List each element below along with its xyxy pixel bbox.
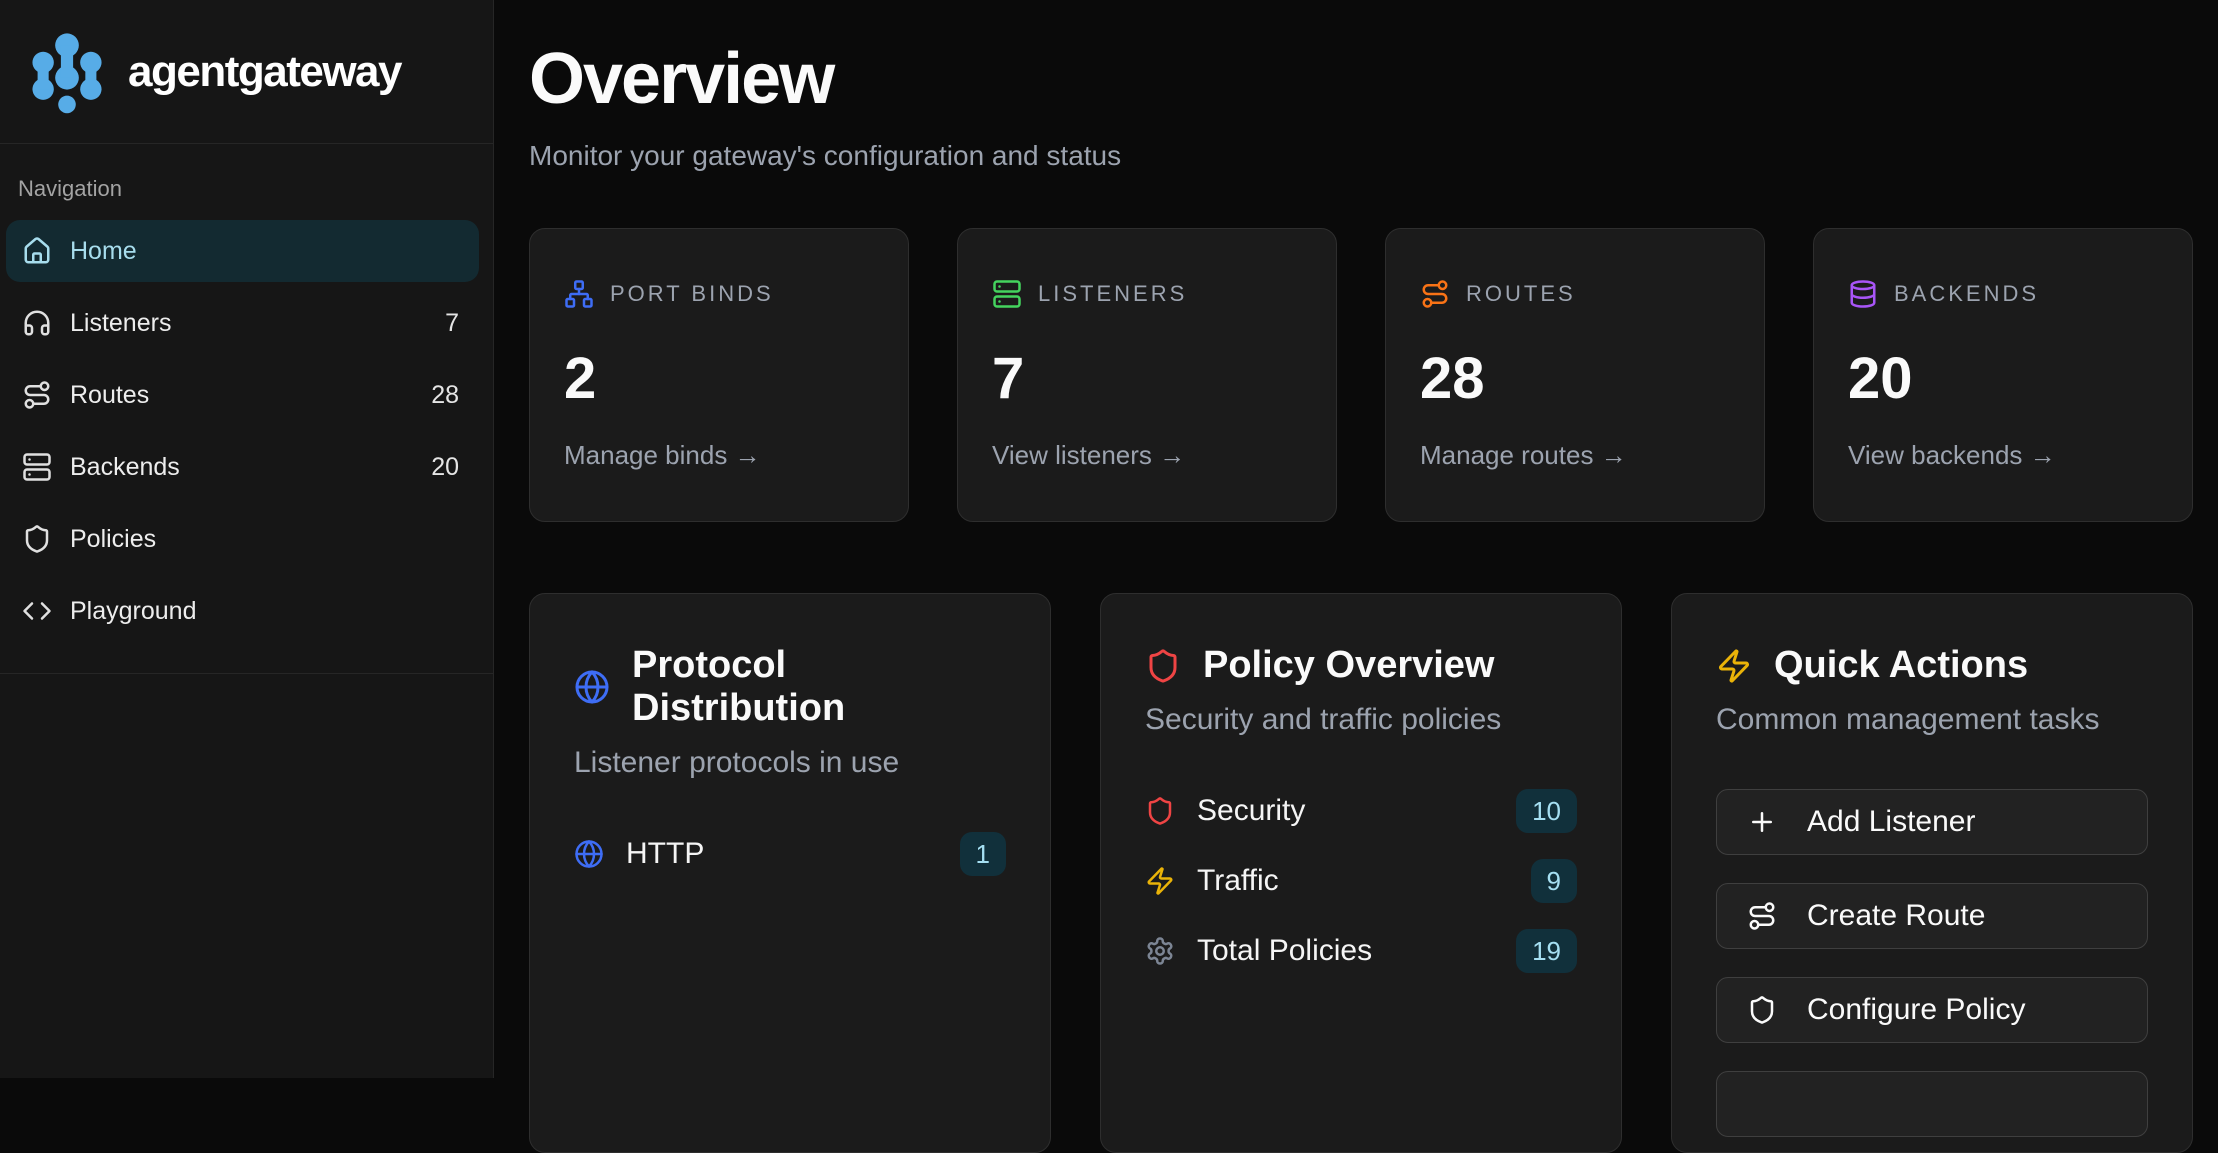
sidebar-item-badge: 7 xyxy=(445,309,459,338)
sidebar-item-home[interactable]: Home xyxy=(6,220,479,282)
quick-action-button-partial[interactable] xyxy=(1716,1071,2148,1137)
stat-label: BACKENDS xyxy=(1894,281,2039,307)
globe-icon xyxy=(574,839,604,869)
panel-subtitle: Common management tasks xyxy=(1716,703,2148,737)
policy-row-security: Security 10 xyxy=(1145,789,1577,833)
plus-icon xyxy=(1747,807,1777,837)
server-icon xyxy=(992,279,1022,309)
action-label: Create Route xyxy=(1807,899,1985,933)
shield-icon xyxy=(1145,648,1181,684)
zap-icon xyxy=(1716,648,1752,684)
policy-label: Traffic xyxy=(1197,864,1279,898)
sidebar-item-label: Policies xyxy=(70,525,156,554)
view-backends-link[interactable]: View backends → xyxy=(1848,440,2158,471)
route-icon xyxy=(1420,279,1450,309)
shield-icon xyxy=(22,524,52,554)
sidebar-nav: Home Listeners 7 Routes 28 Backends 20 xyxy=(0,220,493,642)
panel-title: Policy Overview xyxy=(1203,644,1495,687)
policy-count-badge: 9 xyxy=(1531,859,1577,903)
globe-icon xyxy=(574,669,610,705)
sidebar-item-playground[interactable]: Playground xyxy=(6,580,479,642)
sidebar-item-policies[interactable]: Policies xyxy=(6,508,479,570)
panel-title: Quick Actions xyxy=(1774,644,2028,687)
add-listener-button[interactable]: Add Listener xyxy=(1716,789,2148,855)
create-route-button[interactable]: Create Route xyxy=(1716,883,2148,949)
stat-card-listeners: LISTENERS 7 View listeners → xyxy=(957,228,1337,522)
main-content: Overview Monitor your gateway's configur… xyxy=(495,0,2218,1153)
protocol-label: HTTP xyxy=(626,837,704,871)
manage-routes-link[interactable]: Manage routes → xyxy=(1420,440,1730,471)
stats-row: PORT BINDS 2 Manage binds → LISTENERS 7 … xyxy=(529,228,2193,522)
configure-policy-button[interactable]: Configure Policy xyxy=(1716,977,2148,1043)
sidebar: agentgateway Navigation Home Listeners 7… xyxy=(0,0,494,1078)
protocol-row-http: HTTP 1 xyxy=(574,832,1006,876)
shield-icon xyxy=(1145,796,1175,826)
sidebar-item-listeners[interactable]: Listeners 7 xyxy=(6,292,479,354)
stat-label: PORT BINDS xyxy=(610,281,774,307)
stat-card-backends: BACKENDS 20 View backends → xyxy=(1813,228,2193,522)
policy-overview-card: Policy Overview Security and traffic pol… xyxy=(1100,593,1622,1153)
stat-value: 20 xyxy=(1848,345,2158,412)
route-icon xyxy=(1747,901,1777,931)
policy-label: Security xyxy=(1197,794,1305,828)
sidebar-item-routes[interactable]: Routes 28 xyxy=(6,364,479,426)
page-title: Overview xyxy=(529,38,2193,120)
home-icon xyxy=(22,236,52,266)
sidebar-item-badge: 28 xyxy=(431,381,459,410)
policy-row-total: Total Policies 19 xyxy=(1145,929,1577,973)
policy-count-badge: 10 xyxy=(1516,789,1577,833)
view-listeners-link[interactable]: View listeners → xyxy=(992,440,1302,471)
sidebar-item-badge: 20 xyxy=(431,453,459,482)
stat-value: 7 xyxy=(992,345,1302,412)
zap-icon xyxy=(1145,866,1175,896)
headphones-icon xyxy=(22,308,52,338)
stat-card-port-binds: PORT BINDS 2 Manage binds → xyxy=(529,228,909,522)
sidebar-item-label: Home xyxy=(70,237,137,266)
nav-section-label: Navigation xyxy=(18,176,493,202)
sidebar-item-label: Backends xyxy=(70,453,180,482)
panels-row: Protocol Distribution Listener protocols… xyxy=(529,593,2193,1153)
stat-value: 28 xyxy=(1420,345,1730,412)
database-icon xyxy=(1848,279,1878,309)
protocol-count-badge: 1 xyxy=(960,832,1006,876)
code-icon xyxy=(22,596,52,626)
protocol-distribution-card: Protocol Distribution Listener protocols… xyxy=(529,593,1051,1153)
gear-icon xyxy=(1145,936,1175,966)
policy-row-traffic: Traffic 9 xyxy=(1145,859,1577,903)
page-subtitle: Monitor your gateway's configuration and… xyxy=(529,140,2193,172)
server-icon xyxy=(22,452,52,482)
route-icon xyxy=(22,380,52,410)
brand-header: agentgateway xyxy=(0,0,493,144)
sidebar-item-label: Routes xyxy=(70,381,149,410)
panel-subtitle: Security and traffic policies xyxy=(1145,703,1577,737)
quick-actions-card: Quick Actions Common management tasks Ad… xyxy=(1671,593,2193,1153)
network-icon xyxy=(564,279,594,309)
shield-icon xyxy=(1747,995,1777,1025)
stat-card-routes: ROUTES 28 Manage routes → xyxy=(1385,228,1765,522)
manage-binds-link[interactable]: Manage binds → xyxy=(564,440,874,471)
stat-label: ROUTES xyxy=(1466,281,1576,307)
panel-title: Protocol Distribution xyxy=(632,644,1006,730)
policy-count-badge: 19 xyxy=(1516,929,1577,973)
stat-value: 2 xyxy=(564,345,874,412)
sidebar-item-label: Playground xyxy=(70,597,196,626)
policy-label: Total Policies xyxy=(1197,934,1372,968)
agentgateway-logo-icon xyxy=(28,30,106,114)
sidebar-item-backends[interactable]: Backends 20 xyxy=(6,436,479,498)
sidebar-item-label: Listeners xyxy=(70,309,171,338)
stat-label: LISTENERS xyxy=(1038,281,1187,307)
panel-subtitle: Listener protocols in use xyxy=(574,746,1006,780)
action-label: Add Listener xyxy=(1807,805,1975,839)
brand-title: agentgateway xyxy=(128,47,401,97)
action-label: Configure Policy xyxy=(1807,993,2025,1027)
sidebar-divider xyxy=(0,673,493,674)
